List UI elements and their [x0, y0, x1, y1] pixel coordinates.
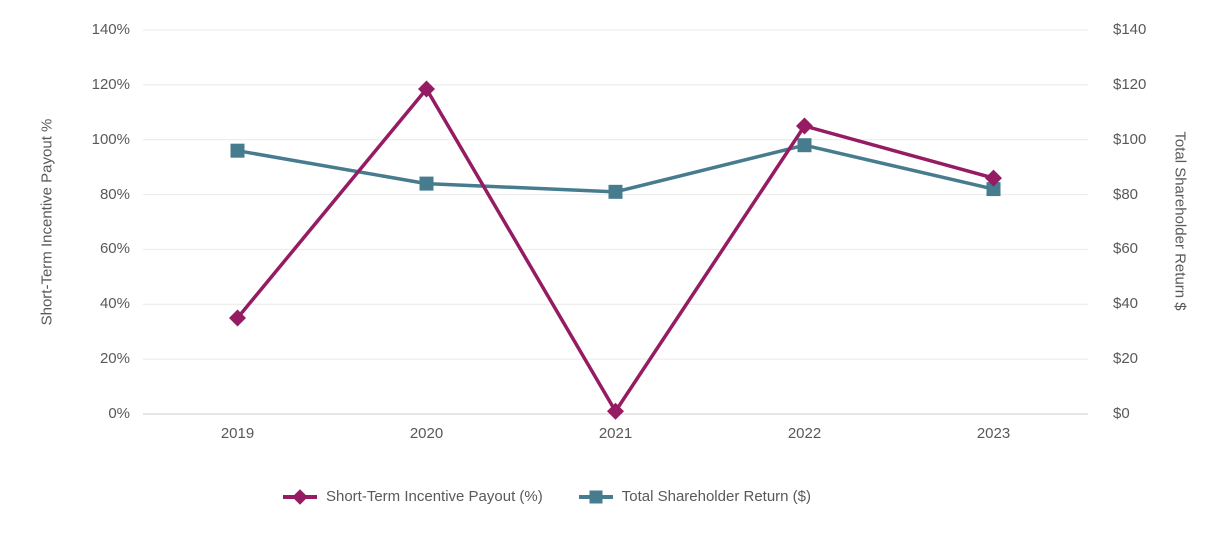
left-axis-tick: 20%: [99, 350, 130, 368]
x-axis-label-2022: 2022: [787, 425, 822, 442]
tsr-square-marker: [419, 176, 434, 191]
left-axis-tick: 60%: [99, 240, 130, 258]
legend-item-tsr: Total Shareholder Return ($): [578, 488, 812, 505]
right-axis-tick: $0: [1113, 405, 1130, 422]
sti-diamond-marker-icon: [282, 488, 317, 505]
right-axis-tick: $20: [1113, 350, 1139, 368]
right-axis-tick: $140: [1113, 21, 1147, 38]
left-axis-tick: 0%: [108, 405, 130, 422]
sti-diamond-marker: [607, 402, 624, 420]
sti-diamond-marker: [229, 309, 246, 327]
sti-diamond-marker: [796, 117, 813, 135]
right-axis-tick: $120: [1113, 75, 1147, 93]
x-axis-label-2019: 2019: [220, 425, 255, 442]
tsr-square-marker: [608, 184, 623, 199]
left-axis-tick: 140%: [91, 21, 130, 38]
x-axis-label-2020: 2020: [409, 425, 444, 442]
chart-legend: Short-Term Incentive Payout (%) Total Sh…: [282, 488, 812, 505]
left-axis-tick: 120%: [91, 75, 130, 93]
x-axis-label-2021: 2021: [598, 425, 633, 442]
legend-label-sti: Short-Term Incentive Payout (%): [325, 488, 543, 505]
series-group: [229, 80, 1002, 420]
tsr-square-marker-icon: [578, 489, 613, 504]
right-axis-tick: $100: [1113, 130, 1147, 148]
left-axis-title: Short-Term Incentive Payout %: [38, 118, 56, 326]
left-axis-tick: 100%: [91, 130, 130, 148]
tsr-square-marker: [986, 182, 1001, 197]
chart-plot-area: [143, 29, 1088, 420]
legend-label-tsr: Total Shareholder Return ($): [621, 488, 812, 505]
right-axis-title: Total Shareholder Return $: [1171, 131, 1189, 311]
right-axis-tick: $80: [1113, 185, 1139, 203]
left-axis-tick: 40%: [99, 295, 130, 313]
gridlines-group: [143, 29, 1088, 415]
sti-diamond-marker: [418, 80, 435, 98]
right-axis-tick: $60: [1113, 240, 1139, 258]
tsr-square-marker: [797, 138, 812, 153]
left-axis-tick: 80%: [99, 185, 130, 203]
sti-series-line: [235, 87, 996, 414]
x-axis-label-2023: 2023: [976, 425, 1011, 442]
sti-diamond-marker: [985, 169, 1002, 187]
tsr-square-marker: [230, 143, 245, 158]
right-axis-tick: $40: [1113, 295, 1139, 313]
legend-item-sti: Short-Term Incentive Payout (%): [282, 488, 543, 505]
